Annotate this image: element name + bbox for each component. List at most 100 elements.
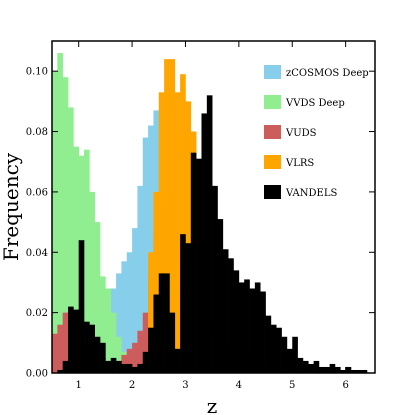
x-axis-label: z [207, 394, 218, 415]
histogram-bar [174, 92, 181, 373]
histogram-bar [132, 342, 138, 373]
histogram-bar [73, 309, 79, 373]
histogram-bar [313, 360, 320, 373]
histogram-bar [57, 324, 63, 373]
histogram-bar [153, 191, 160, 373]
histogram-bar [126, 252, 133, 373]
histogram-bar [286, 348, 293, 373]
histogram-bar [116, 360, 122, 373]
histogram-bar [281, 336, 288, 373]
histogram-bar [345, 366, 352, 373]
histogram-bar [158, 92, 165, 373]
histogram-bar [292, 336, 298, 373]
histogram-bar [334, 366, 341, 373]
histogram-bar [164, 273, 170, 373]
histogram-bar [105, 360, 112, 373]
histogram-bar [148, 125, 154, 373]
histogram-bar [84, 149, 90, 373]
histogram-bar [244, 279, 250, 373]
histogram-bar [260, 291, 266, 373]
histogram-bar [228, 258, 234, 373]
histogram-bar [52, 71, 58, 373]
histogram-bar [142, 312, 149, 373]
histogram-bar [212, 185, 218, 373]
y-tick-label: 0.10 [26, 67, 48, 78]
legend-label: VUDS [285, 128, 317, 139]
histogram-bar [142, 351, 149, 373]
histogram-bar [350, 369, 357, 373]
histogram-bar [148, 327, 154, 373]
histogram-bar [254, 282, 261, 373]
histogram-bar [105, 288, 112, 373]
histogram-bar [137, 363, 144, 373]
histogram-bar [233, 270, 240, 373]
y-tick-label: 0.00 [26, 369, 48, 380]
bars-layer [52, 53, 368, 373]
legend-swatch [264, 95, 281, 109]
x-tick-label: 4 [236, 380, 242, 391]
histogram-bar [302, 360, 309, 373]
y-tick-label: 0.06 [26, 187, 48, 198]
histogram-bar [180, 74, 186, 373]
histogram-bar [78, 240, 85, 373]
histogram-bar [361, 369, 368, 373]
plot-area [52, 53, 368, 373]
legend-swatch [264, 185, 281, 199]
histogram-bar [68, 306, 74, 373]
histogram-bar [121, 354, 128, 373]
histogram-bar [185, 101, 192, 373]
histogram-bar [308, 363, 314, 373]
y-tick-label: 0.02 [26, 308, 48, 319]
series-vandels [57, 95, 368, 373]
y-tick-label: 0.08 [26, 127, 48, 138]
histogram-bar [57, 53, 63, 373]
histogram-bar [110, 357, 117, 373]
histogram-bar [196, 158, 202, 373]
histogram-bar [100, 342, 106, 373]
y-axis-label: Frequency [0, 152, 23, 261]
y-tick-label: 0.04 [26, 248, 48, 259]
histogram-bar [190, 152, 197, 373]
legend-label: VANDELS [285, 188, 337, 199]
histogram-bar [217, 219, 224, 373]
histogram-bar [185, 243, 192, 373]
legend-label: zCOSMOS Deep [286, 68, 369, 79]
histogram-bar [84, 321, 90, 373]
legend-label: VVDS Deep [285, 98, 345, 109]
histogram-bar [121, 363, 128, 373]
histogram-bar [100, 276, 106, 373]
histogram-bar [222, 249, 229, 373]
histogram-bar [276, 327, 282, 373]
series-vvds-deep [52, 53, 138, 373]
histogram-bar [356, 369, 362, 373]
histogram-bar [89, 324, 96, 373]
histogram-bar [116, 336, 122, 373]
histogram-bar [73, 146, 79, 373]
x-tick-label: 6 [342, 380, 348, 391]
legend: zCOSMOS Deep VVDS Deep VUDS VLRS VANDELS [264, 65, 369, 199]
histogram-bar [126, 348, 133, 373]
x-tick-label: 5 [289, 380, 295, 391]
histogram-bar [270, 324, 277, 373]
histogram-bar [169, 312, 176, 373]
histogram-bar [89, 191, 96, 373]
histogram-bar [52, 333, 58, 373]
histogram-bar [169, 59, 176, 373]
histogram-bar [62, 312, 69, 373]
histogram-bar [265, 315, 272, 373]
histogram-bar [68, 107, 74, 373]
plot-frame [51, 40, 376, 374]
x-tick-label: 2 [129, 380, 135, 391]
histogram-bar [180, 234, 186, 373]
histogram-bar [57, 369, 63, 373]
histogram-bar [318, 366, 325, 373]
histogram-bar [137, 185, 144, 373]
histogram-bar [94, 222, 101, 373]
histogram-bar [238, 282, 245, 373]
histogram-bar [249, 288, 256, 373]
legend-swatch [264, 155, 281, 169]
histogram-bar [121, 261, 128, 373]
legend-swatch [264, 125, 281, 139]
histogram-bar [137, 330, 144, 373]
